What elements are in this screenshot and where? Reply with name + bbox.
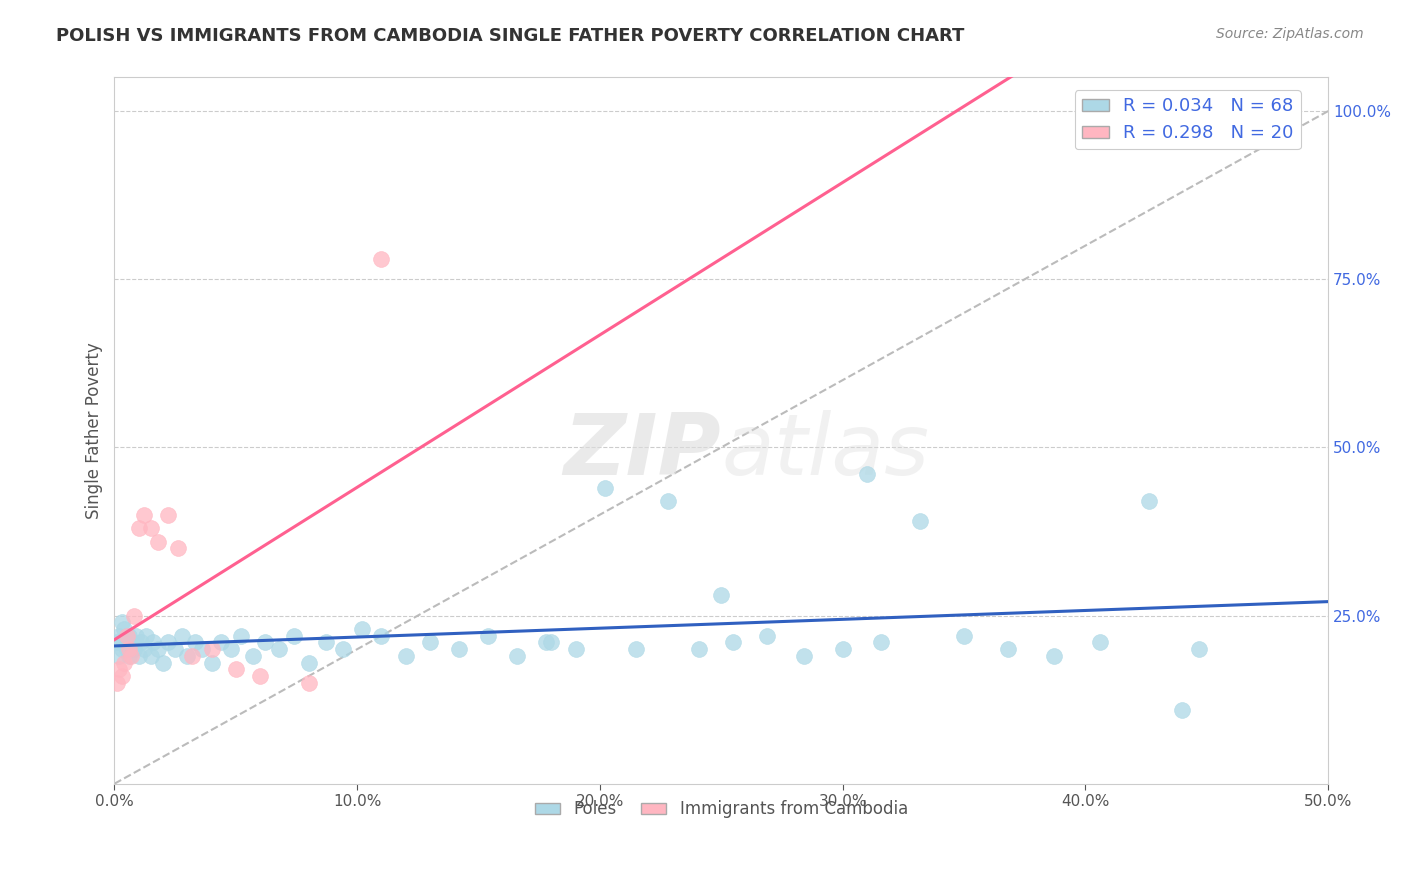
Point: [395, 648, 418, 663]
Point: [910, 515, 932, 529]
Point: [856, 467, 879, 482]
Point: [176, 648, 198, 663]
Point: [350, 622, 373, 636]
Legend: Poles, Immigrants from Cambodia: Poles, Immigrants from Cambodia: [529, 794, 914, 825]
Point: [593, 481, 616, 495]
Point: [269, 642, 291, 657]
Point: [253, 635, 276, 649]
Point: [536, 635, 558, 649]
Point: [112, 622, 135, 636]
Point: [564, 642, 586, 657]
Point: [111, 669, 134, 683]
Point: [128, 521, 150, 535]
Text: ZIP: ZIP: [564, 410, 721, 493]
Text: atlas: atlas: [721, 410, 929, 493]
Point: [146, 642, 169, 657]
Point: [152, 656, 174, 670]
Y-axis label: Single Father Poverty: Single Father Poverty: [86, 343, 103, 519]
Point: [249, 669, 271, 683]
Point: [156, 635, 179, 649]
Point: [997, 642, 1019, 657]
Point: [332, 642, 354, 657]
Point: [283, 629, 305, 643]
Point: [419, 635, 441, 649]
Point: [209, 635, 232, 649]
Point: [165, 642, 187, 657]
Point: [506, 648, 529, 663]
Point: [120, 648, 142, 663]
Point: [139, 521, 162, 535]
Point: [870, 635, 893, 649]
Point: [297, 656, 319, 670]
Text: Source: ZipAtlas.com: Source: ZipAtlas.com: [1216, 27, 1364, 41]
Text: POLISH VS IMMIGRANTS FROM CAMBODIA SINGLE FATHER POVERTY CORRELATION CHART: POLISH VS IMMIGRANTS FROM CAMBODIA SINGL…: [56, 27, 965, 45]
Point: [172, 629, 194, 643]
Point: [219, 642, 242, 657]
Point: [1137, 494, 1160, 508]
Point: [108, 662, 131, 676]
Point: [105, 676, 128, 690]
Point: [723, 635, 745, 649]
Point: [183, 635, 205, 649]
Point: [831, 642, 853, 657]
Point: [129, 635, 152, 649]
Point: [122, 642, 145, 657]
Point: [108, 629, 131, 643]
Point: [115, 629, 138, 643]
Point: [225, 662, 247, 676]
Point: [657, 494, 679, 508]
Point: [626, 642, 648, 657]
Point: [122, 608, 145, 623]
Point: [166, 541, 188, 556]
Point: [191, 642, 214, 657]
Point: [710, 588, 733, 602]
Point: [135, 629, 157, 643]
Point: [181, 648, 204, 663]
Point: [125, 629, 148, 643]
Point: [200, 642, 222, 657]
Point: [370, 629, 392, 643]
Point: [370, 252, 392, 266]
Point: [132, 508, 155, 522]
Point: [477, 629, 499, 643]
Point: [756, 629, 779, 643]
Point: [112, 635, 135, 649]
Point: [1171, 703, 1194, 717]
Point: [139, 648, 162, 663]
Point: [688, 642, 710, 657]
Point: [142, 635, 165, 649]
Point: [953, 629, 976, 643]
Point: [156, 508, 179, 522]
Point: [297, 676, 319, 690]
Point: [146, 534, 169, 549]
Point: [449, 642, 471, 657]
Point: [1188, 642, 1211, 657]
Point: [105, 635, 128, 649]
Point: [118, 648, 141, 663]
Point: [115, 629, 138, 643]
Point: [112, 656, 135, 670]
Point: [111, 642, 134, 657]
Point: [793, 648, 815, 663]
Point: [118, 642, 141, 657]
Point: [1088, 635, 1111, 649]
Point: [111, 615, 134, 630]
Point: [242, 648, 264, 663]
Point: [200, 656, 222, 670]
Point: [115, 642, 138, 657]
Point: [1043, 648, 1066, 663]
Point: [108, 648, 131, 663]
Point: [118, 629, 141, 643]
Point: [229, 629, 252, 643]
Point: [132, 642, 155, 657]
Point: [315, 635, 337, 649]
Point: [120, 635, 142, 649]
Point: [128, 648, 150, 663]
Point: [540, 635, 562, 649]
